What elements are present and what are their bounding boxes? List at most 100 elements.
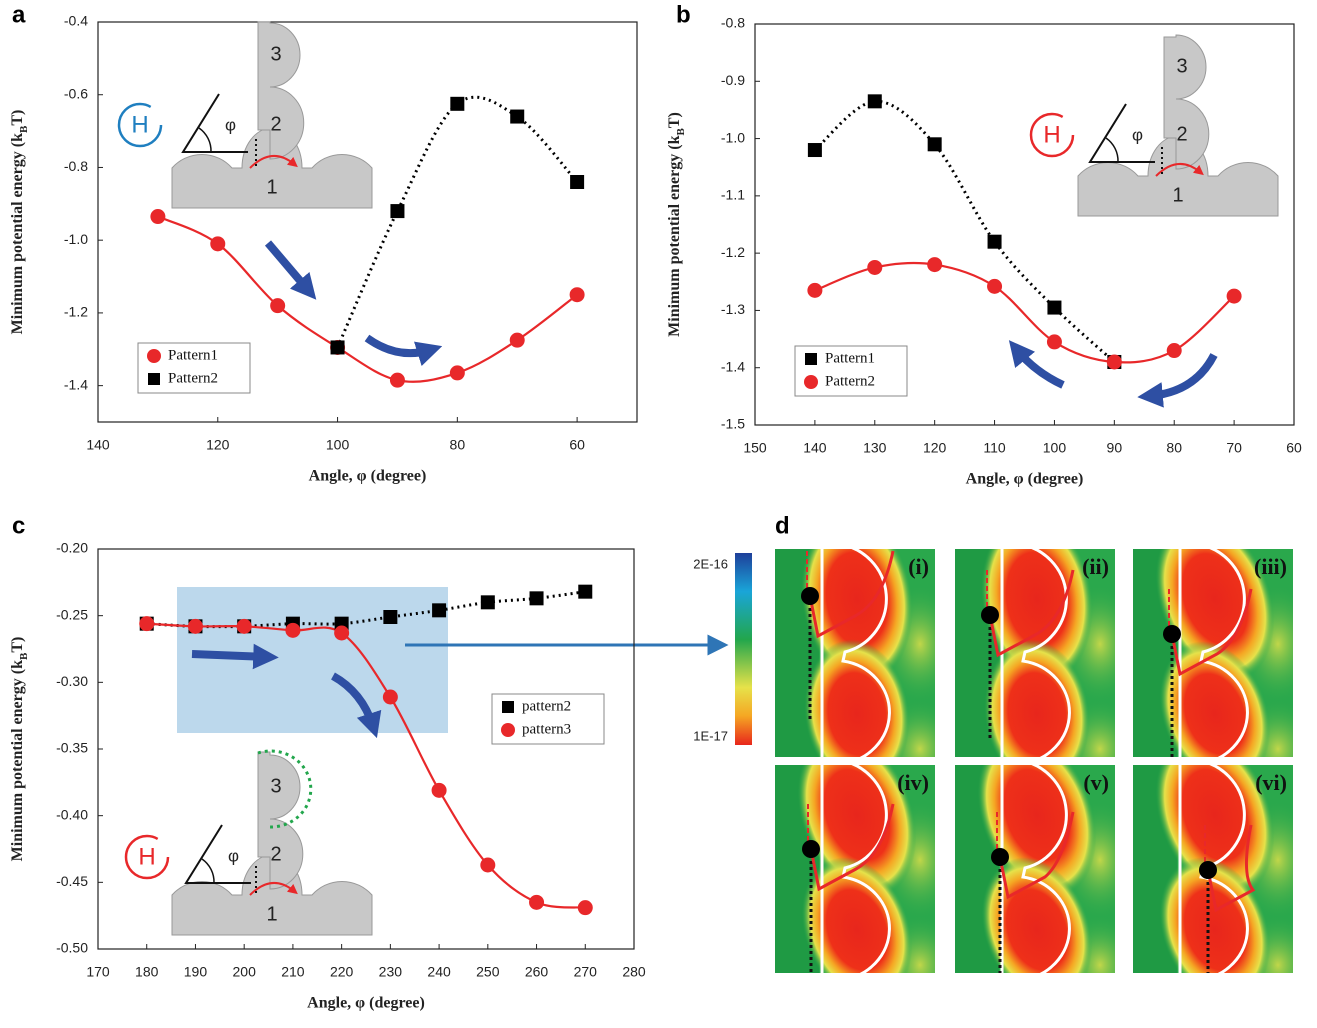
data-point <box>390 204 404 218</box>
y-axis-title-part: T) <box>9 110 26 126</box>
data-point <box>530 591 544 605</box>
field-map <box>775 507 960 799</box>
panel-label: a <box>12 1 26 28</box>
inset-label: 2 <box>270 843 281 865</box>
data-point <box>1047 334 1062 349</box>
data-point <box>510 110 524 124</box>
x-tick-label: 140 <box>803 440 827 456</box>
inset-label: H <box>138 843 155 870</box>
data-point <box>1047 301 1061 315</box>
data-point <box>481 595 495 609</box>
data-point <box>1107 354 1122 369</box>
x-axis-title: Angle, φ (degree) <box>309 468 427 485</box>
y-tick-label: -0.50 <box>56 940 88 956</box>
y-tick-label: -1.3 <box>721 301 745 317</box>
y-tick-label: -0.45 <box>56 873 88 889</box>
y-tick-label: -0.20 <box>56 540 88 556</box>
x-tick-label: 210 <box>281 964 305 980</box>
data-point <box>480 858 495 873</box>
direction-arrow <box>1150 355 1214 396</box>
data-point <box>927 257 942 272</box>
y-tick-label: -0.25 <box>56 606 88 622</box>
data-point <box>285 623 300 638</box>
data-point <box>450 97 464 111</box>
x-tick-label: 90 <box>1107 440 1123 456</box>
data-point <box>1167 343 1182 358</box>
legend-label: pattern3 <box>522 721 571 737</box>
y-tick-label: -1.4 <box>721 358 745 374</box>
legend-marker <box>501 723 515 737</box>
x-tick-label: 100 <box>326 437 350 453</box>
legend-label: Pattern2 <box>825 373 875 389</box>
inset-diagram: 321Hφ <box>119 22 372 208</box>
x-tick-label: 150 <box>743 440 767 456</box>
legend-marker <box>148 373 160 385</box>
x-tick-label: 100 <box>1043 440 1067 456</box>
inset-label: 2 <box>270 113 281 135</box>
data-point <box>988 235 1002 249</box>
data-point <box>1227 289 1242 304</box>
data-point <box>334 626 349 641</box>
inset-label: φ <box>225 115 236 134</box>
x-tick-label: 190 <box>184 964 208 980</box>
x-tick-label: 170 <box>86 964 110 980</box>
data-point <box>578 585 592 599</box>
data-point <box>383 690 398 705</box>
data-point <box>450 365 465 380</box>
y-axis-title-part: T) <box>9 637 26 653</box>
x-tick-label: 120 <box>206 437 230 453</box>
y-tick-label: -1.2 <box>64 304 88 320</box>
data-point <box>210 236 225 251</box>
data-point <box>432 603 446 617</box>
panel-label: c <box>12 512 25 539</box>
data-point <box>270 298 285 313</box>
inset-label: H <box>131 111 148 138</box>
colorbar-label: 2E-16 <box>693 556 728 571</box>
x-tick-label: 240 <box>427 964 451 980</box>
data-point <box>570 287 585 302</box>
figure: a-0.4-0.6-0.8-1.0-1.2-1.41401201008060An… <box>0 0 1317 1023</box>
data-point <box>188 619 203 634</box>
x-tick-label: 60 <box>569 437 585 453</box>
x-tick-label: 180 <box>135 964 159 980</box>
data-point <box>331 340 345 354</box>
angle-icon <box>1090 104 1155 162</box>
data-point <box>578 900 593 915</box>
x-tick-label: 80 <box>1166 440 1182 456</box>
tile-label: (vi) <box>1255 770 1287 795</box>
x-tick-label: 60 <box>1286 440 1302 456</box>
legend-marker <box>804 375 818 389</box>
inset-label: 2 <box>1176 123 1187 145</box>
fit-curve <box>338 97 578 347</box>
inset-label: 1 <box>1172 184 1183 206</box>
x-tick-label: 260 <box>525 964 549 980</box>
data-point <box>867 260 882 275</box>
particle <box>1199 861 1217 879</box>
x-tick-label: 200 <box>233 964 257 980</box>
y-axis-title: Minimum potential energy (kBT) <box>666 112 687 337</box>
y-tick-label: -0.8 <box>721 15 745 31</box>
field-map <box>1133 716 1317 1018</box>
data-point <box>237 619 252 634</box>
data-point <box>868 94 882 108</box>
direction-arrow <box>1017 350 1063 385</box>
y-tick-label: -0.40 <box>56 806 88 822</box>
data-point <box>570 175 584 189</box>
y-tick-label: -1.1 <box>721 187 745 203</box>
inset-label: φ <box>228 846 239 865</box>
data-point <box>150 209 165 224</box>
x-tick-label: 110 <box>983 440 1006 456</box>
highlight-region <box>177 587 448 733</box>
fit-curve <box>815 101 1114 362</box>
inset-label: φ <box>1132 125 1143 144</box>
legend-label: Pattern1 <box>168 347 218 363</box>
legend-marker <box>502 701 514 713</box>
particle <box>802 840 820 858</box>
y-tick-label: -1.2 <box>721 244 745 260</box>
y-axis-title: Minimum potential energy (kBT) <box>9 637 30 862</box>
data-point <box>432 783 447 798</box>
y-tick-label: -1.0 <box>64 231 88 247</box>
tile-label: (iii) <box>1254 554 1287 579</box>
y-tick-label: -0.6 <box>64 85 88 101</box>
